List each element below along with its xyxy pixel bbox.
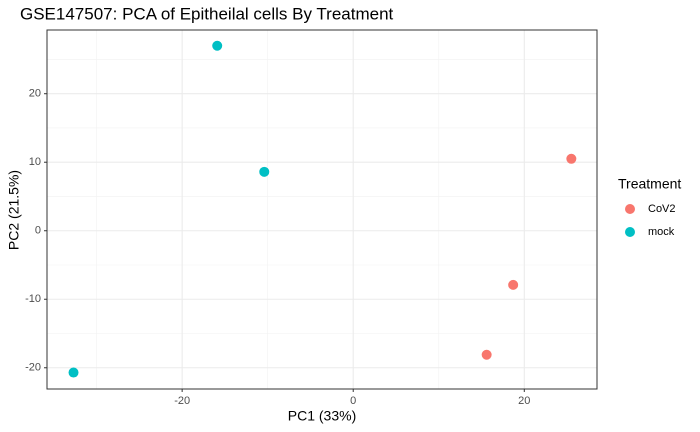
point (508, 279, 519, 290)
x-tick-label: 20 (518, 395, 530, 407)
y-tick-label: -10 (25, 293, 41, 305)
y-tick-label: 10 (29, 156, 41, 168)
y-tick-label: -20 (25, 362, 41, 374)
y-axis-title: PC2 (21.5%) (6, 170, 22, 250)
panel (47, 30, 597, 389)
chart-title: GSE147507: PCA of Epitheilal cells By Tr… (20, 4, 394, 23)
y-tick-label: 20 (29, 88, 41, 100)
y-tick-label: 0 (35, 225, 41, 237)
x-tick-label: 0 (350, 395, 356, 407)
x-tick-label: -20 (174, 395, 190, 407)
x-axis-title: PC1 (33%) (288, 408, 356, 424)
legend-title: Treatment (618, 176, 681, 192)
point (259, 166, 270, 177)
point (68, 367, 79, 378)
legend-key (625, 227, 635, 237)
point (566, 153, 577, 164)
panel-border (46, 29, 598, 390)
legend-label: CoV2 (648, 203, 676, 215)
legend-key (625, 204, 635, 214)
legend-label: mock (648, 226, 675, 238)
point (212, 40, 223, 51)
point (481, 349, 492, 360)
